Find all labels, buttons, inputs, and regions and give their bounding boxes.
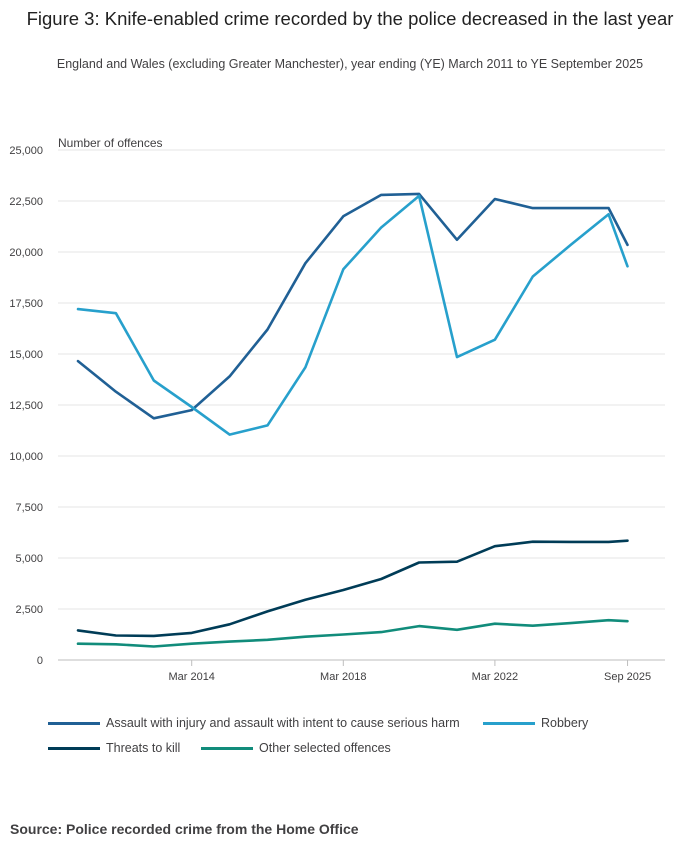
y-tick-label: 25,000	[9, 145, 43, 157]
legend-swatch-assault	[48, 721, 100, 725]
x-tick-label: Mar 2022	[472, 671, 518, 683]
legend-item-robbery: Robbery	[483, 716, 588, 730]
y-tick-label: 7,500	[15, 502, 43, 514]
series-line-assault	[76, 192, 629, 420]
y-tick-label: 12,500	[9, 400, 43, 412]
y-tick-label: 17,500	[9, 298, 43, 310]
legend-label-robbery: Robbery	[541, 716, 589, 730]
legend-label-assault: Assault with injury and assault with int…	[106, 716, 460, 730]
legend-item-threats: Threats to kill	[48, 741, 180, 755]
y-tick-label: 20,000	[9, 247, 43, 259]
x-tick-label: Mar 2018	[320, 671, 366, 683]
legend-swatch-robbery	[483, 721, 535, 725]
legend-label-threats: Threats to kill	[106, 741, 181, 755]
series-line-robbery	[76, 194, 629, 436]
y-tick-label: 15,000	[9, 349, 43, 361]
legend-swatch-other	[201, 746, 253, 750]
x-tick-label: Sep 2025	[604, 671, 651, 683]
y-tick-label: 5,000	[15, 553, 43, 565]
y-tick-label: 22,500	[9, 196, 43, 208]
y-axis-label: Number of offences	[58, 136, 163, 150]
legend-item-other: Other selected offences	[201, 741, 391, 755]
legend-swatch-threats	[48, 746, 100, 750]
series-line-threats	[76, 539, 629, 638]
source-note: Source: Police recorded crime from the H…	[10, 821, 359, 837]
chart-subtitle: England and Wales (excluding Greater Man…	[56, 57, 644, 71]
y-tick-label: 10,000	[9, 451, 43, 463]
series-line-other	[76, 618, 629, 648]
legend-label-other: Other selected offences	[259, 741, 391, 755]
legend-item-assault: Assault with injury and assault with int…	[48, 716, 460, 730]
chart-title: Figure 3: Knife-enabled crime recorded b…	[26, 8, 674, 29]
y-tick-label: 2,500	[15, 604, 43, 616]
y-tick-label: 0	[37, 655, 43, 667]
x-tick-label: Mar 2014	[168, 671, 214, 683]
